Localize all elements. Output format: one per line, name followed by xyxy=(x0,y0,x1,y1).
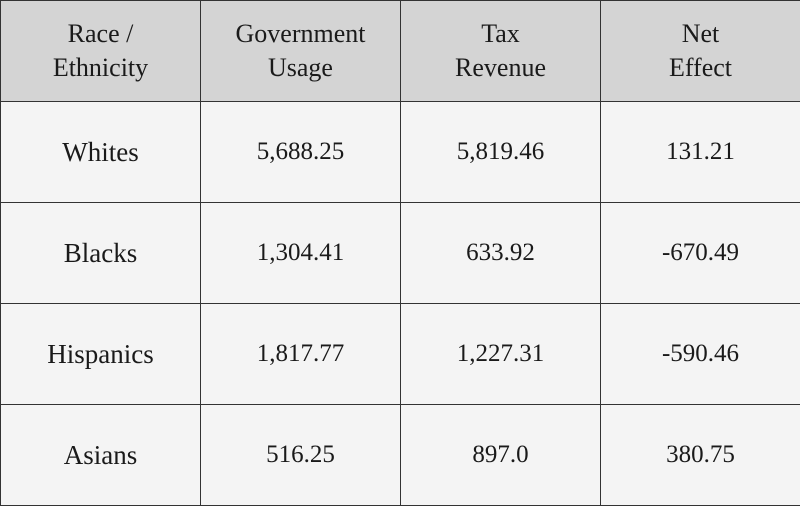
government-usage-cell: 1,304.41 xyxy=(201,203,401,304)
tax-revenue-cell: 1,227.31 xyxy=(401,304,601,405)
row-label: Blacks xyxy=(1,203,201,304)
header-net-effect: Net Effect xyxy=(601,1,800,102)
row-label: Whites xyxy=(1,102,201,203)
tax-revenue-cell: 897.0 xyxy=(401,405,601,506)
header-race-ethnicity: Race / Ethnicity xyxy=(1,1,201,102)
header-line: Net xyxy=(607,17,794,51)
header-line: Revenue xyxy=(407,51,594,85)
header-line: Ethnicity xyxy=(7,51,194,85)
tax-revenue-cell: 5,819.46 xyxy=(401,102,601,203)
net-effect-cell: -590.46 xyxy=(601,304,800,405)
header-row: Race / Ethnicity Government Usage Tax Re… xyxy=(1,1,800,102)
header-line: Race / xyxy=(7,17,194,51)
table-row: Blacks 1,304.41 633.92 -670.49 xyxy=(1,203,800,304)
tax-revenue-cell: 633.92 xyxy=(401,203,601,304)
row-label: Asians xyxy=(1,405,201,506)
header-line: Government xyxy=(207,17,394,51)
header-government-usage: Government Usage xyxy=(201,1,401,102)
net-effect-cell: 380.75 xyxy=(601,405,800,506)
net-effect-cell: -670.49 xyxy=(601,203,800,304)
header-line: Usage xyxy=(207,51,394,85)
header-line: Effect xyxy=(607,51,794,85)
government-usage-cell: 1,817.77 xyxy=(201,304,401,405)
government-usage-cell: 516.25 xyxy=(201,405,401,506)
net-effect-cell: 131.21 xyxy=(601,102,800,203)
table-row: Hispanics 1,817.77 1,227.31 -590.46 xyxy=(1,304,800,405)
government-usage-cell: 5,688.25 xyxy=(201,102,401,203)
row-label: Hispanics xyxy=(1,304,201,405)
header-line: Tax xyxy=(407,17,594,51)
header-tax-revenue: Tax Revenue xyxy=(401,1,601,102)
table-row: Whites 5,688.25 5,819.46 131.21 xyxy=(1,102,800,203)
table-row: Asians 516.25 897.0 380.75 xyxy=(1,405,800,506)
